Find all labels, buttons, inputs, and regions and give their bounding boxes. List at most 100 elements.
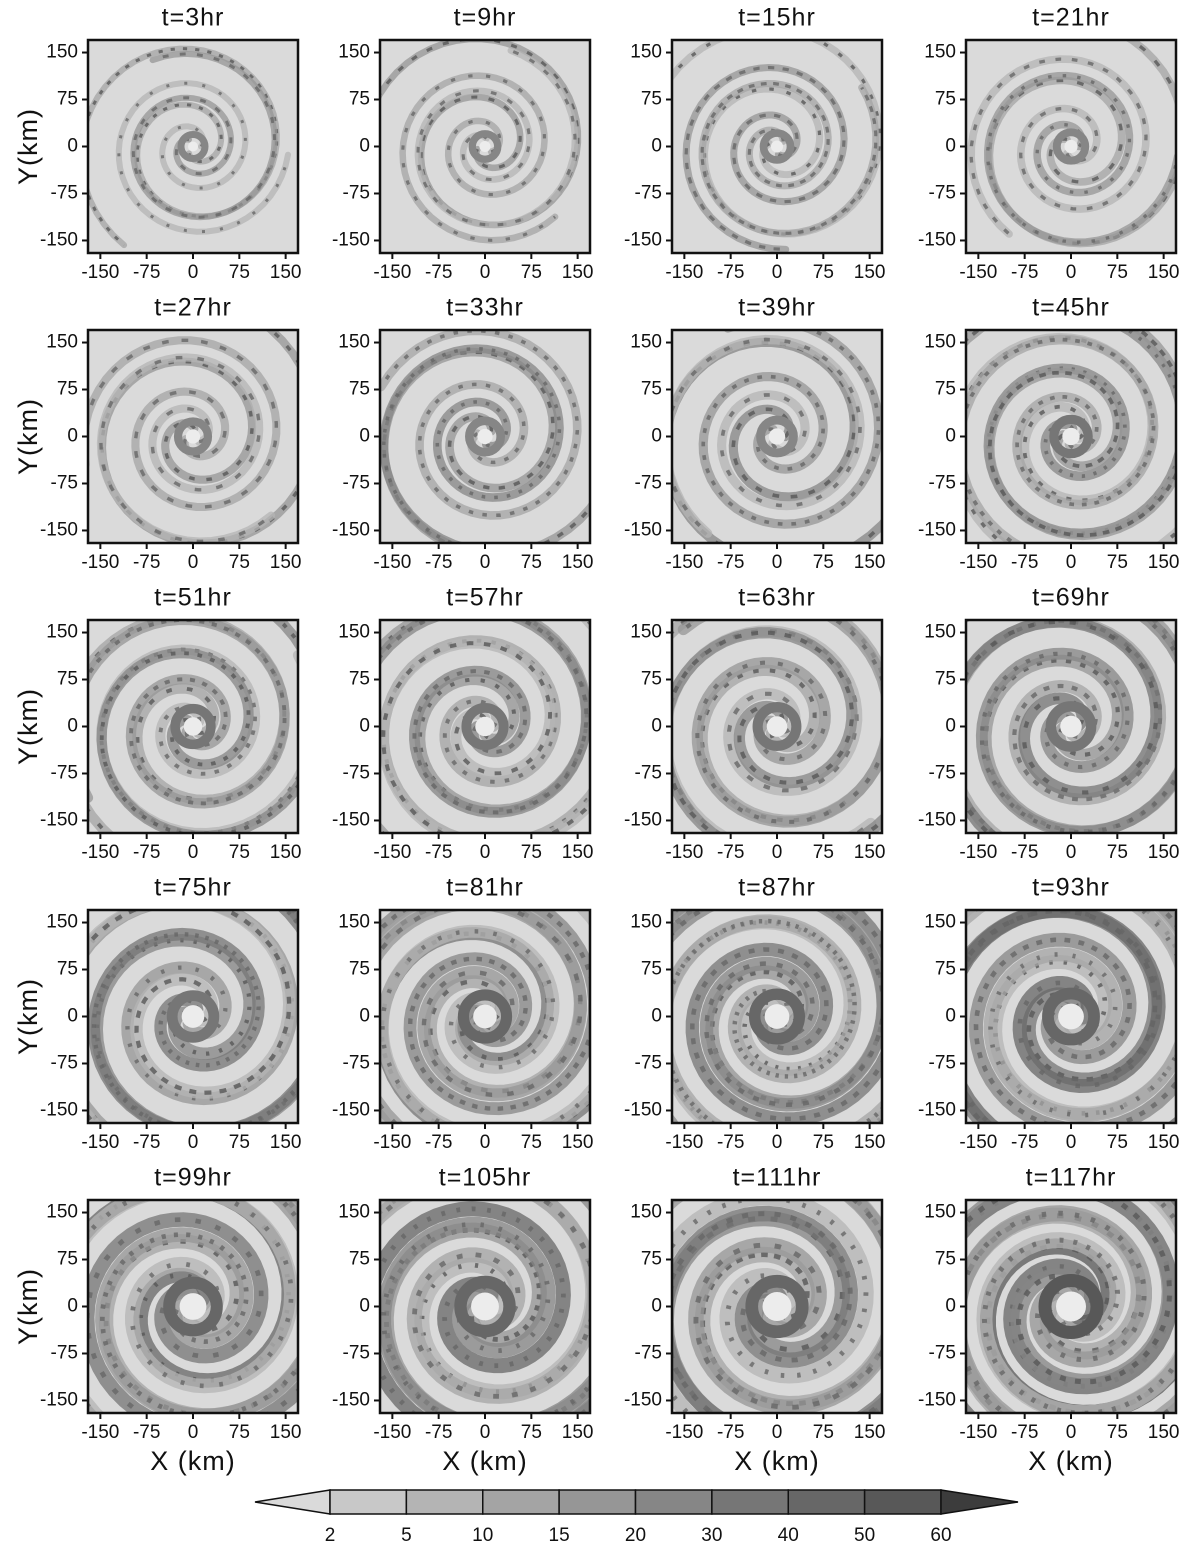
x-tick-label: 0	[1066, 1132, 1077, 1153]
y-axis-label: Y(km)	[13, 688, 43, 765]
panel-title: t=99hr	[154, 1164, 232, 1192]
y-tick-label: -150	[624, 1099, 662, 1120]
x-tick-label: 0	[1066, 552, 1077, 573]
y-tick-label: 75	[641, 89, 662, 110]
x-tick-label: 150	[270, 842, 302, 863]
x-axis-label: X (km)	[734, 1446, 819, 1476]
x-tick-label: -150	[959, 842, 997, 863]
x-tick-label: 0	[480, 1422, 491, 1443]
y-tick-label: -150	[918, 229, 956, 250]
field	[380, 40, 590, 253]
panel-title: t=57hr	[446, 584, 524, 612]
rain-band	[966, 1200, 1176, 1413]
x-tick-label: -75	[1011, 552, 1038, 573]
x-tick-label: 75	[229, 1132, 250, 1153]
eye	[185, 429, 201, 444]
rain-cells	[382, 350, 590, 543]
x-tick-label: 75	[1107, 842, 1128, 863]
y-tick-label: 0	[67, 1006, 78, 1027]
y-tick-label: 150	[46, 332, 78, 353]
rain-cells	[401, 74, 557, 242]
y-tick-label: -75	[51, 183, 78, 204]
x-tick-label: 75	[521, 552, 542, 573]
rain-band	[88, 1200, 298, 1413]
y-axis-label: Y(km)	[13, 108, 43, 185]
colorbar-cell	[329, 1489, 408, 1515]
x-tick-label: -75	[1011, 1422, 1038, 1443]
eye	[1056, 1291, 1086, 1322]
rain-cells	[701, 330, 881, 527]
colorbar-cell	[863, 1489, 942, 1515]
rain-band	[414, 47, 579, 229]
y-tick-label: 75	[641, 669, 662, 690]
y-tick-label: 150	[924, 912, 956, 933]
x-tick-label: 150	[1148, 1132, 1180, 1153]
eye	[766, 716, 788, 737]
y-tick-label: 0	[359, 1006, 370, 1027]
y-tick-label: -150	[40, 809, 78, 830]
x-tick-label: 150	[562, 1132, 594, 1153]
field	[88, 620, 298, 833]
rain-cells	[99, 355, 273, 543]
rain-band	[672, 625, 877, 833]
panel-title: t=111hr	[733, 1164, 822, 1192]
y-tick-label: -150	[918, 1389, 956, 1410]
eye	[770, 140, 784, 153]
rain-band	[88, 910, 298, 1123]
x-tick-label: 0	[480, 1132, 491, 1153]
x-tick-label: -75	[425, 842, 452, 863]
field	[380, 620, 590, 833]
eye	[1064, 139, 1078, 154]
rain-band	[966, 1200, 1176, 1413]
y-tick-label: 75	[57, 669, 78, 690]
x-tick-label: -150	[373, 1132, 411, 1153]
panel-title: t=45hr	[1032, 294, 1110, 322]
x-tick-label: 150	[854, 842, 886, 863]
y-tick-label: 150	[630, 622, 662, 643]
y-tick-label: 75	[57, 1249, 78, 1270]
rain-cells	[700, 81, 878, 235]
rain-cells	[380, 910, 583, 1123]
y-tick-label: -75	[929, 1343, 956, 1364]
rain-band	[966, 910, 1176, 1123]
field	[966, 910, 1176, 1123]
rain-cells	[684, 65, 846, 252]
field	[672, 1200, 882, 1413]
eyewall	[170, 703, 216, 750]
x-tick-label: 0	[772, 1422, 783, 1443]
y-tick-label: 75	[349, 1249, 370, 1270]
y-tick-label: -75	[51, 763, 78, 784]
x-tick-label: 75	[813, 842, 834, 863]
x-tick-label: -75	[1011, 1132, 1038, 1153]
y-tick-label: 75	[57, 379, 78, 400]
x-tick-label: 0	[480, 552, 491, 573]
y-tick-label: -75	[343, 763, 370, 784]
eyewall	[461, 702, 509, 751]
x-tick-label: -150	[81, 842, 119, 863]
x-tick-label: 0	[188, 842, 199, 863]
y-tick-label: 150	[924, 332, 956, 353]
panel-title: t=3hr	[162, 4, 225, 32]
y-tick-label: 0	[67, 426, 78, 447]
colorbar-cell	[787, 1489, 866, 1515]
y-tick-label: -150	[918, 519, 956, 540]
x-tick-label: 75	[813, 552, 834, 573]
rain-cells	[986, 330, 1176, 536]
rain-cells	[383, 1227, 590, 1413]
x-tick-label: -75	[425, 262, 452, 283]
colorbar-label: 5	[401, 1525, 412, 1546]
x-tick-label: -150	[373, 842, 411, 863]
panel-title: t=33hr	[446, 294, 524, 322]
y-tick-label: -150	[624, 1389, 662, 1410]
eyewall	[173, 417, 213, 456]
panel-title: t=69hr	[1032, 584, 1110, 612]
y-tick-label: 0	[359, 1296, 370, 1317]
x-tick-label: -75	[717, 1422, 744, 1443]
y-tick-label: -75	[343, 473, 370, 494]
y-tick-label: 0	[651, 1296, 662, 1317]
rain-cells	[969, 57, 1148, 236]
x-tick-label: -150	[81, 552, 119, 573]
x-tick-label: 150	[854, 262, 886, 283]
field	[966, 620, 1176, 833]
x-tick-label: 150	[1148, 1422, 1180, 1443]
